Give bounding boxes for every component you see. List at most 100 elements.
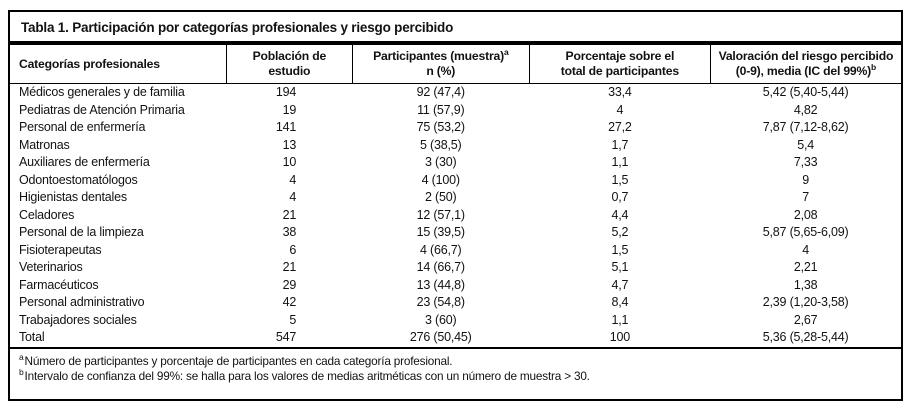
- cell-percentage: 4: [616, 102, 624, 117]
- cell-category: Personal administrativo: [19, 295, 145, 309]
- footnote-b-text: Intervalo de confianza del 99%: se halla…: [24, 369, 590, 383]
- table-body: Médicos generales y de familia 194 92 (47,…: [10, 84, 901, 348]
- header-percentage: Porcentaje sobre el total de participante…: [528, 45, 711, 84]
- cell-percentage: 4,7: [611, 277, 629, 292]
- cell-population: 38: [282, 225, 297, 239]
- cell-percentage: 0,7: [611, 190, 629, 204]
- cell-percentage: 5,2: [611, 225, 629, 239]
- cell-percentage: 1,1: [611, 155, 629, 169]
- cell-population: 4: [289, 172, 297, 187]
- table-container: Tabla 1. Participación por categorías pr…: [8, 10, 903, 401]
- table-title: Tabla 1. Participación por categorías pr…: [10, 12, 901, 45]
- table-header: Categorías profesionales Población de est…: [10, 45, 901, 84]
- cell-category: Farmacéuticos: [19, 277, 99, 292]
- cell-risk: 7: [802, 190, 810, 204]
- header-categories-label: Categorías profesionales: [19, 56, 160, 71]
- cell-category: Fisioterapeutas: [19, 242, 102, 257]
- table-row: Médicos generales y de familia 194 92 (47,…: [10, 84, 901, 102]
- cell-risk: 5,36 (5,28-5,44): [762, 330, 849, 344]
- footnote-marker-b: b: [870, 61, 876, 72]
- header-categories: Categorías profesionales: [10, 45, 227, 84]
- cell-participants: 276 (50,45): [409, 330, 472, 344]
- cell-participants: 75 (53,2): [416, 120, 465, 134]
- footnote-a-marker: a: [19, 351, 24, 362]
- cell-risk: 5,87 (5,65-6,09): [762, 225, 849, 239]
- cell-population: 4: [289, 190, 297, 204]
- cell-population: 19: [282, 102, 297, 117]
- table-row: Higienistas dentales 4 2 (50) 0,7 7: [10, 189, 901, 207]
- cell-participants: 92 (47,4): [416, 85, 465, 99]
- cell-category: Odontoestomatólogos: [19, 172, 138, 187]
- footnotes: aNúmero de participantes y porcentaje de…: [10, 349, 901, 400]
- cell-participants: 23 (54,8): [416, 295, 465, 309]
- cell-category: Auxiliares de enfermería: [19, 155, 150, 169]
- table-row: Pediatras de Atención Primaria 19 11 (57,9…: [10, 102, 901, 120]
- cell-population: 13: [282, 137, 297, 152]
- cell-population: 42: [282, 295, 297, 309]
- cell-risk: 4: [802, 242, 810, 257]
- cell-percentage: 1,5: [611, 172, 629, 187]
- cell-participants: 4 (66,7): [420, 242, 462, 257]
- cell-risk: 2,67: [793, 312, 818, 327]
- cell-participants: 11 (57,9): [417, 102, 465, 117]
- footnote-b-marker: b: [19, 367, 24, 378]
- table-row: Personal de la limpieza 38 15 (39,5) 5,2 5,8…: [10, 224, 901, 242]
- cell-category: Matronas: [19, 137, 70, 152]
- cell-participants: 4 (100): [421, 172, 460, 187]
- footnote-a-text: Número de participantes y porcentaje de …: [24, 353, 453, 368]
- cell-category: Personal de la limpieza: [19, 225, 144, 239]
- cell-participants: 15 (39,5): [416, 225, 465, 239]
- cell-population: 141: [275, 120, 297, 134]
- cell-population: 21: [282, 207, 297, 222]
- cell-percentage: 8,4: [611, 295, 629, 309]
- cell-population: 29: [282, 277, 297, 292]
- cell-percentage: 100: [609, 330, 630, 344]
- table-row: Trabajadores sociales 5 3 (60) 1,1 2,67: [10, 312, 901, 330]
- cell-percentage: 1,7: [611, 137, 629, 152]
- table-row: Odontoestomatólogos 4 4 (100) 1,5 9: [10, 172, 901, 190]
- table-row-total: Total 547 276 (50,45) 100 5,36 (5,28-5,44): [10, 329, 901, 348]
- table-row: Matronas 13 5 (38,5) 1,7 5,4: [10, 137, 901, 155]
- data-table: Categorías profesionales Población de est…: [10, 45, 901, 349]
- cell-population: 5: [289, 312, 297, 327]
- cell-risk: 5,42 (5,40-5,44): [762, 85, 849, 99]
- table-row: Farmacéuticos 29 13 (44,8) 4,7 1,38: [10, 277, 901, 295]
- cell-participants: 3 (30): [425, 155, 457, 169]
- cell-percentage: 27,2: [608, 120, 632, 134]
- cell-risk: 5,4: [797, 137, 815, 152]
- cell-population: 21: [282, 260, 297, 274]
- header-population: Población de estudio: [226, 45, 353, 84]
- cell-risk: 1,38: [793, 277, 818, 292]
- cell-risk: 4,82: [793, 102, 818, 117]
- footnote-b: bIntervalo de confianza del 99%: se hall…: [19, 367, 891, 385]
- cell-percentage: 4,4: [611, 207, 629, 222]
- cell-category: Personal de enfermería: [19, 120, 146, 134]
- table-row: Fisioterapeutas 6 4 (66,7) 1,5 4: [10, 242, 901, 260]
- cell-percentage: 1,5: [611, 242, 629, 257]
- cell-category: Médicos generales y de familia: [19, 85, 185, 99]
- header-risk: Valoración del riesgo percibido (0-9), me…: [709, 45, 901, 84]
- header-participants: Participantes (muestra)a n (%): [351, 45, 530, 84]
- cell-participants: 13 (44,8): [416, 277, 465, 292]
- cell-population: 194: [275, 85, 297, 99]
- table-row: Auxiliares de enfermería 10 3 (30) 1,1 7,33: [10, 154, 901, 172]
- cell-category: Total: [19, 330, 45, 344]
- cell-category: Trabajadores sociales: [19, 312, 137, 327]
- cell-percentage: 33,4: [608, 85, 632, 99]
- cell-category: Celadores: [19, 207, 75, 222]
- cell-category: Pediatras de Atención Primaria: [19, 102, 185, 117]
- cell-risk: 7,33: [793, 155, 818, 169]
- cell-population: 10: [282, 155, 297, 169]
- cell-risk: 2,39 (1,20-3,58): [762, 295, 849, 309]
- footnote-a: aNúmero de participantes y porcentaje de…: [19, 351, 891, 370]
- table-row: Personal de enfermería 141 75 (53,2) 27,2 7,…: [10, 119, 901, 137]
- cell-risk: 2,08: [793, 207, 818, 222]
- table-row: Personal administrativo 42 23 (54,8) 8,4 2,3…: [10, 294, 901, 312]
- cell-participants: 5 (38,5): [420, 137, 462, 152]
- table-row: Celadores 21 12 (57,1) 4,4 2,08: [10, 207, 901, 225]
- cell-percentage: 5,1: [611, 260, 629, 274]
- cell-risk: 9: [802, 172, 810, 187]
- cell-participants: 3 (60): [425, 312, 457, 327]
- cell-risk: 2,21: [793, 260, 818, 274]
